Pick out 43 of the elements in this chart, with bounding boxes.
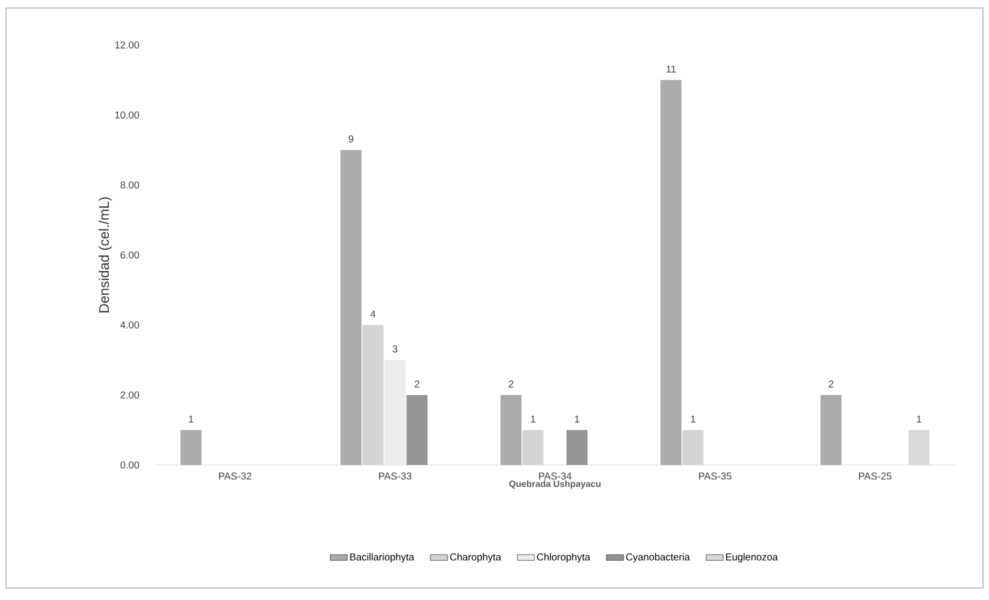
- bar: [566, 430, 588, 465]
- bar: [500, 394, 522, 465]
- data-label: 3: [392, 345, 398, 352]
- x-tick-label: PAS-25: [859, 472, 892, 480]
- bar: [362, 324, 384, 465]
- legend-label: Euglenozoa: [726, 553, 778, 562]
- legend-label: Cyanobacteria: [626, 553, 690, 562]
- y-tick-label: 8.00: [120, 181, 140, 189]
- data-label: 1: [917, 416, 922, 422]
- x-axis-title: Quebrada Ushpayacu: [509, 480, 600, 489]
- x-tick-label: PAS-35: [699, 472, 732, 480]
- data-label: 1: [575, 416, 580, 422]
- data-label: 1: [531, 416, 536, 422]
- y-tick-label: 6.00: [120, 251, 140, 259]
- bar: [660, 80, 682, 465]
- legend-label: Chlorophyta: [537, 553, 590, 562]
- y-tick-label: 12.00: [115, 41, 140, 49]
- y-tick-label: 10.00: [115, 111, 140, 119]
- data-label: 11: [666, 66, 676, 72]
- bar: [522, 430, 544, 465]
- y-axis-title: Densidad (cel./mL): [98, 197, 112, 312]
- x-tick-label: PAS-32: [219, 472, 252, 480]
- data-label: 1: [691, 416, 696, 422]
- y-tick-label: 2.00: [120, 391, 140, 399]
- legend-label: Bacillariophyta: [350, 553, 414, 562]
- y-tick-label: 0.00: [120, 461, 140, 469]
- bar: [406, 394, 428, 465]
- x-tick-label: PAS-34: [539, 472, 572, 480]
- legend-label: Charophyta: [450, 553, 502, 562]
- data-label: 2: [414, 380, 420, 388]
- data-label: 1: [189, 416, 194, 422]
- bar: [180, 430, 202, 465]
- data-label: 4: [370, 310, 376, 318]
- x-tick-label: PAS-33: [379, 472, 412, 480]
- data-label: 2: [508, 380, 514, 388]
- bar: [820, 394, 842, 465]
- y-tick-label: 4.00: [120, 321, 140, 329]
- bar: [682, 430, 704, 465]
- bar: [340, 150, 362, 465]
- bar: [908, 430, 930, 465]
- bar: [384, 360, 406, 465]
- data-label: 9: [348, 135, 354, 142]
- data-label: 2: [828, 380, 834, 388]
